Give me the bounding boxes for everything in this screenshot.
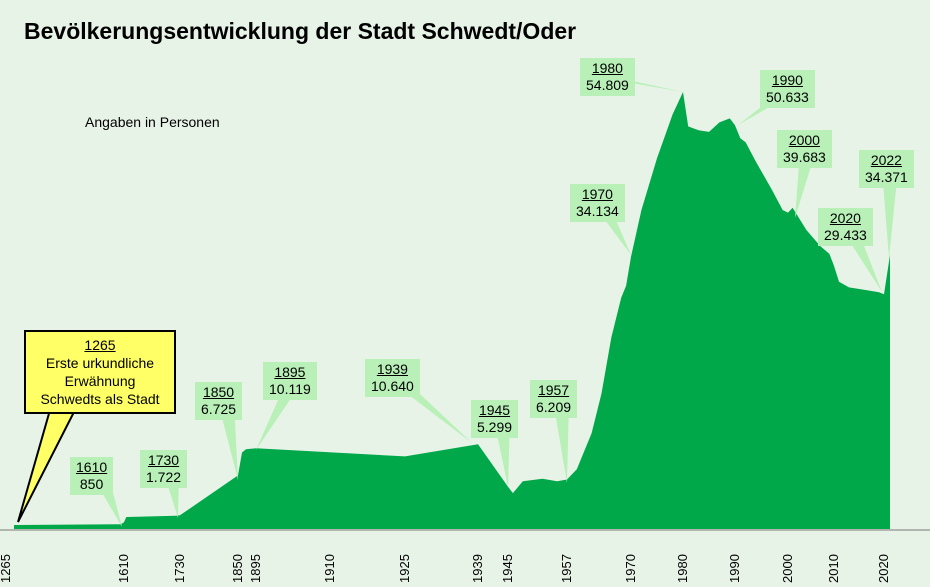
x-tick-label: 1730 — [172, 554, 187, 583]
callout-year: 2022 — [870, 152, 902, 168]
x-tick-label: 1939 — [470, 554, 485, 583]
x-tick-label: 2010 — [826, 554, 841, 583]
x-tick-label: 1895 — [248, 554, 263, 583]
callout-value: 10.119 — [269, 381, 311, 397]
callout-pointer — [553, 400, 569, 483]
callout-2020: 2020 29.433 — [818, 208, 873, 246]
callout-value: 34.371 — [865, 169, 908, 185]
x-tick-label: 1980 — [675, 554, 690, 583]
note-line: Erwähnung — [64, 373, 136, 389]
callout-value: 6.725 — [201, 401, 237, 417]
x-tick-label: 1850 — [230, 554, 245, 583]
x-tick-label: 2020 — [876, 554, 891, 583]
x-tick-label: 1925 — [397, 554, 412, 583]
callout-1980: 1980 54.809 — [580, 58, 635, 96]
callout-2022: 2022 34.371 — [859, 150, 914, 188]
chart-title: Bevölkerungsentwicklung der Stadt Schwed… — [24, 18, 577, 44]
callout-value: 54.809 — [586, 77, 629, 93]
callout-1990: 1990 50.633 — [760, 70, 815, 108]
callout-value: 850 — [79, 476, 104, 492]
note-year: 1265 — [84, 337, 116, 353]
x-tick-label: 2000 — [780, 554, 795, 583]
x-tick-label: 1990 — [727, 554, 742, 583]
callout-pointer — [882, 170, 898, 258]
population-area — [14, 92, 890, 529]
callout-1730: 1730 1.722 — [140, 450, 188, 488]
callout-year: 1957 — [537, 382, 570, 398]
callout-1957: 1957 6.209 — [530, 380, 578, 418]
chart-subtitle: Angaben in Personen — [85, 114, 220, 130]
callout-year: 1850 — [202, 384, 235, 400]
callout-1970: 1970 34.134 — [570, 184, 625, 222]
x-tick-label: 1910 — [322, 554, 337, 583]
callout-year: 1970 — [581, 186, 613, 202]
callout-value: 29.433 — [824, 227, 867, 243]
x-tick-label: 1610 — [116, 554, 131, 583]
x-tick-label: 1945 — [500, 554, 515, 583]
callout-value: 5.299 — [477, 419, 513, 435]
callout-year: 1730 — [147, 452, 180, 468]
callout-value: 34.134 — [576, 203, 619, 219]
callout-value: 39.683 — [783, 149, 826, 165]
callout-1939: 1939 10.640 — [365, 359, 420, 397]
callout-year: 1610 — [76, 459, 108, 475]
note-pointer — [17, 409, 77, 523]
callout-2000: 2000 39.683 — [777, 130, 832, 168]
callout-value: 50.633 — [766, 89, 809, 105]
callout-1945: 1945 5.299 — [471, 400, 519, 438]
callout-year: 1990 — [771, 72, 803, 88]
callout-1850: 1850 6.725 — [195, 382, 243, 420]
callout-1895: 1895 10.119 — [263, 362, 317, 400]
callout-year: 1895 — [274, 364, 306, 380]
callout-value: 1.722 — [146, 469, 182, 485]
callout-pointer — [218, 402, 238, 480]
callout-year: 1980 — [591, 60, 623, 76]
x-tick-label: 1265 — [0, 554, 13, 583]
note-line: Schwedts als Stadt — [40, 391, 160, 407]
callout-year: 1939 — [376, 361, 408, 377]
callout-value: 6.209 — [536, 399, 572, 415]
callout-1610: 1610 850 — [70, 457, 114, 495]
callout-value: 10.640 — [371, 378, 414, 394]
callout-year: 2020 — [829, 210, 861, 226]
note-callout-1265: 1265 Erste urkundliche Erwähnung Schwedt… — [24, 330, 176, 414]
callout-year: 1945 — [478, 402, 511, 418]
callout-year: 2000 — [788, 132, 820, 148]
x-tick-label: 1970 — [623, 554, 638, 583]
x-tick-label: 1957 — [559, 554, 574, 583]
note-line: Erste urkundliche — [45, 355, 155, 371]
